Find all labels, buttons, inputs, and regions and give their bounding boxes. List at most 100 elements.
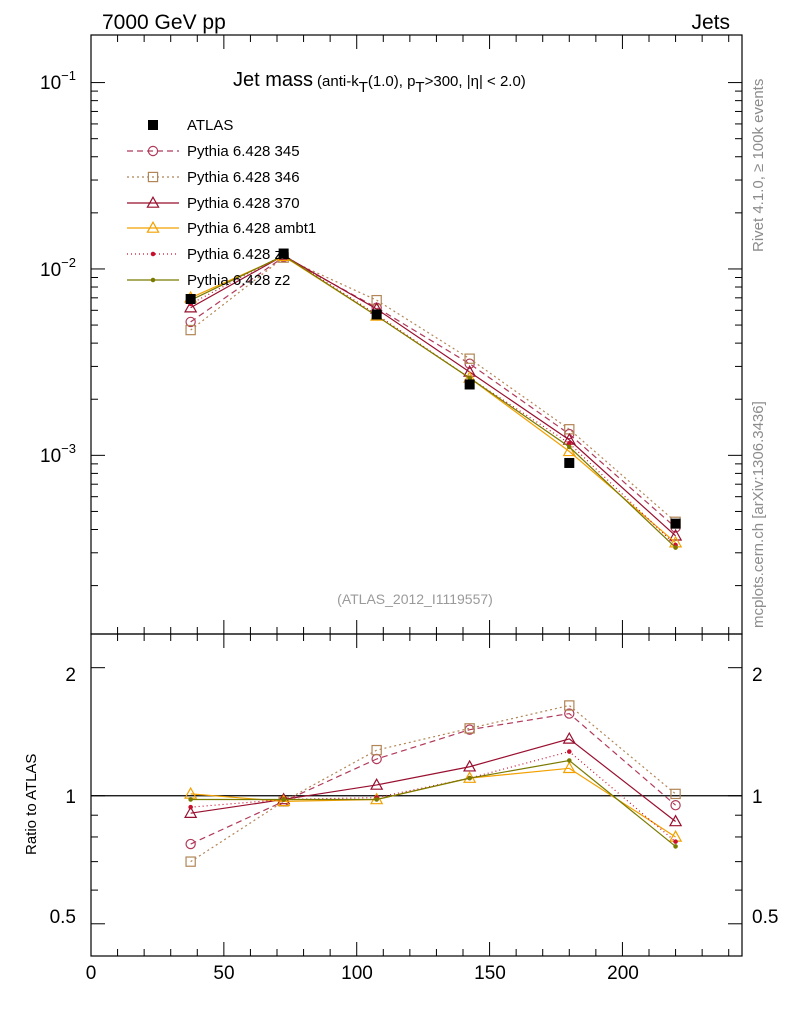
ytick-label-1e-2: 10−2 <box>40 255 76 281</box>
ratio-point-pythia-6-428-370 <box>463 759 477 772</box>
atlas-data-points <box>185 248 681 529</box>
ratio-point-pythia-6-428-ambt1 <box>277 794 291 807</box>
ratio-point-pythia-6-428-346 <box>564 700 575 711</box>
rivet-version-label: Rivet 4.1.0, ≥ 100k events <box>750 79 767 252</box>
title-part2: (1.0), p <box>368 73 416 90</box>
xtick-labels: 0 50 100 150 200 <box>86 963 639 984</box>
main-point-pythia-6-428-370 <box>668 528 683 541</box>
ratio-point-pythia-6-428-345 <box>670 800 681 811</box>
ratio-ytick-label-1-right: 1 <box>752 787 763 808</box>
main-line-pythia-6-428-346 <box>190 256 676 523</box>
legend-label-346: Pythia 6.428 346 <box>187 169 300 186</box>
ratio-line-pythia-6-428-z2 <box>190 759 676 847</box>
ratio-plot-frame <box>90 633 743 957</box>
xtick-label-200: 200 <box>607 963 639 984</box>
ratio-ytick-label-0.5: 0.5 <box>50 907 76 928</box>
ratio-line-pythia-6-428-346 <box>190 704 676 863</box>
ratio-ytick-label-2: 2 <box>65 665 76 686</box>
legend-symbol-atlas <box>148 120 158 130</box>
legend-label-atlas: ATLAS <box>187 117 233 134</box>
legend: ATLAS Pythia 6.428 345 Pythia 6.428 346 … <box>127 117 316 289</box>
ratio-point-pythia-6-428-z1 <box>188 804 193 810</box>
xtick-label-100: 100 <box>341 963 373 984</box>
main-line-pythia-6-428-370 <box>190 254 676 537</box>
beam-label: 7000 GeV pp <box>102 11 226 34</box>
main-line-pythia-6-428-z2 <box>190 254 676 549</box>
main-series-layer <box>184 248 683 550</box>
ratio-ytick-labels: 2 1 0.5 2 1 0.5 <box>50 665 779 928</box>
ratio-point-pythia-6-428-345 <box>564 708 575 719</box>
main-point-pythia-6-428-z2 <box>467 375 472 381</box>
atlas-point <box>464 379 475 390</box>
title-part1: (anti-k <box>317 73 359 90</box>
ratio-point-pythia-6-428-z2 <box>673 844 678 849</box>
legend-label-ambt1: Pythia 6.428 ambt1 <box>187 220 316 237</box>
main-point-pythia-6-428-z2 <box>566 444 572 450</box>
xtick-label-0: 0 <box>86 963 97 984</box>
ratio-ytick-label-0.5-right: 0.5 <box>752 907 778 928</box>
analysis-id-label: (ATLAS_2012_I1119557) <box>337 591 493 607</box>
ratio-point-pythia-6-428-345 <box>185 838 196 850</box>
ratio-point-pythia-6-428-370 <box>370 777 384 790</box>
main-point-pythia-6-428-z2 <box>673 545 678 550</box>
process-label: Jets <box>691 11 730 34</box>
main-point-pythia-6-428-370 <box>184 300 198 313</box>
ratio-ylabel: Ratio to ATLAS <box>23 754 40 855</box>
ytick-label-1e-1: 10−1 <box>40 68 76 94</box>
ratio-point-pythia-6-428-370 <box>562 731 576 744</box>
main-point-pythia-6-428-346 <box>185 324 196 336</box>
legend-marker-pythia-6-428-370 <box>146 195 160 208</box>
legend-label-370: Pythia 6.428 370 <box>187 195 300 212</box>
ratio-point-pythia-6-428-z1 <box>673 839 678 844</box>
ratio-point-pythia-6-428-346 <box>670 788 681 800</box>
ratio-point-pythia-6-428-ambt1 <box>562 761 576 774</box>
main-point-pythia-6-428-ambt1 <box>562 444 576 457</box>
plot-title: Jet mass (anti-kT(1.0), pT>300, |η| < 2.0… <box>233 69 526 96</box>
atlas-point <box>670 518 681 529</box>
ratio-point-pythia-6-428-ambt1 <box>184 786 198 799</box>
main-line-pythia-6-428-345 <box>190 256 676 528</box>
legend-marker-pythia-6-428-ambt1 <box>146 220 160 233</box>
ratio-ytick-label-1: 1 <box>65 787 76 808</box>
main-point-pythia-6-428-345 <box>185 316 196 328</box>
atlas-point <box>564 457 575 468</box>
title-main: Jet mass <box>233 69 313 91</box>
legend-label-z2: Pythia 6.428 z2 <box>187 272 290 289</box>
ratio-point-pythia-6-428-346 <box>371 744 382 756</box>
ratio-ytick-label-2-right: 2 <box>752 665 763 686</box>
ratio-line-pythia-6-428-370 <box>190 738 676 822</box>
ratio-point-pythia-6-428-346 <box>185 856 196 867</box>
atlas-point <box>278 248 289 259</box>
mcplots-label: mcplots.cern.ch [arXiv:1306.3436] <box>750 401 767 628</box>
ratio-point-pythia-6-428-z1 <box>566 749 572 754</box>
legend-marker-pythia-6-428-z1 <box>150 251 156 257</box>
ratio-point-pythia-6-428-370 <box>668 814 683 827</box>
ratio-point-pythia-6-428-370 <box>277 792 291 805</box>
legend-marker-pythia-6-428-z2 <box>150 277 156 283</box>
title-sub1: T <box>359 79 368 96</box>
legend-marker-pythia-6-428-346 <box>147 171 159 183</box>
main-point-pythia-6-428-z1 <box>566 441 572 446</box>
ratio-line-pythia-6-428-345 <box>190 712 676 845</box>
axis-ticks <box>90 35 742 956</box>
ratio-point-pythia-6-428-370 <box>184 806 198 818</box>
main-ytick-labels: 10−1 10−2 10−3 <box>40 68 76 467</box>
legend-label-345: Pythia 6.428 345 <box>187 143 300 160</box>
ratio-point-pythia-6-428-z2 <box>467 775 472 781</box>
ratio-point-pythia-6-428-z2 <box>188 797 193 802</box>
legend-label-z1: Pythia 6.428 z1 <box>187 246 290 263</box>
xtick-label-50: 50 <box>213 963 234 984</box>
xtick-label-150: 150 <box>474 963 506 984</box>
atlas-point <box>371 309 382 320</box>
ratio-point-pythia-6-428-z2 <box>374 797 379 802</box>
atlas-point <box>185 293 196 304</box>
title-part3: >300, |η| < 2.0) <box>425 73 526 90</box>
ratio-series-layer <box>184 700 683 867</box>
main-line-pythia-6-428-ambt1 <box>190 255 676 544</box>
main-point-pythia-6-428-346 <box>464 353 475 364</box>
legend-symbols <box>127 120 179 283</box>
ytick-label-1e-3: 10−3 <box>40 441 76 467</box>
ratio-point-pythia-6-428-346 <box>464 723 475 734</box>
ratio-point-pythia-6-428-z2 <box>281 797 286 802</box>
